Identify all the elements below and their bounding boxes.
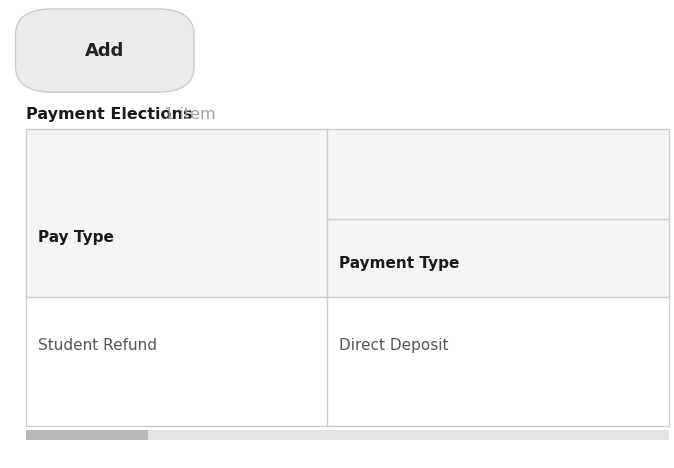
Bar [26, 129, 669, 426]
Text: Payment Type: Payment Type [339, 256, 460, 271]
Bar [26, 129, 669, 297]
Bar [26, 430, 148, 440]
Text: Payment Elections: Payment Elections [26, 107, 192, 122]
FancyBboxPatch shape [16, 9, 194, 92]
Bar [26, 297, 669, 426]
Text: Add: Add [85, 42, 125, 59]
Bar [26, 430, 669, 440]
Text: Pay Type: Pay Type [38, 230, 114, 245]
Text: Direct Deposit: Direct Deposit [339, 338, 448, 353]
Text: Student Refund: Student Refund [38, 338, 157, 353]
Text: 1 item: 1 item [164, 107, 216, 122]
